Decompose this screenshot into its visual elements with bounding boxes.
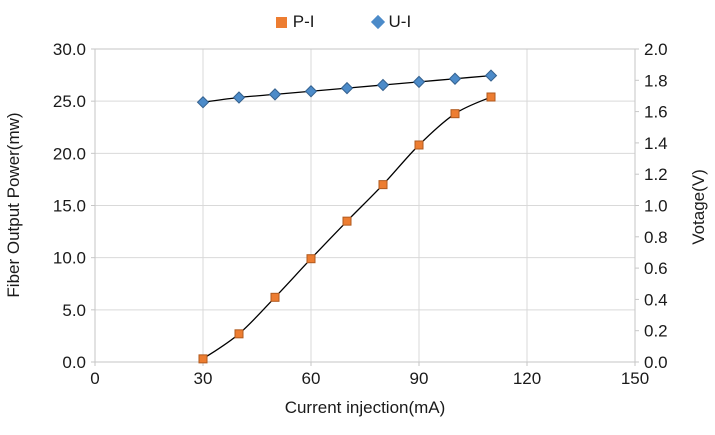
x-tick-label: 90 xyxy=(410,369,429,388)
x-tick-label: 30 xyxy=(194,369,213,388)
y-left-tick-label: 0.0 xyxy=(62,353,86,372)
x-axis-title: Current injection(mA) xyxy=(284,398,446,417)
data-point-diamond xyxy=(268,88,282,101)
data-point-square xyxy=(306,254,316,264)
y-right-axis-title: Votage(V) xyxy=(689,169,708,245)
y-left-tick-label: 10.0 xyxy=(53,249,86,268)
legend-item-u-i: U-I xyxy=(370,12,412,32)
y-right-tick-label: 1.6 xyxy=(644,103,668,122)
y-right-tick-label: 1.2 xyxy=(644,165,668,184)
y-left-tick-label: 5.0 xyxy=(62,301,86,320)
y-left-tick-label: 15.0 xyxy=(53,197,86,216)
y-right-tick-label: 1.4 xyxy=(644,134,668,153)
y-left-tick-label: 25.0 xyxy=(53,92,86,111)
data-point-diamond xyxy=(232,91,246,104)
data-point-diamond xyxy=(448,72,462,85)
data-point-diamond xyxy=(484,69,498,82)
data-point-diamond xyxy=(412,75,426,89)
y-left-axis-title: Fiber Output Power(mw) xyxy=(4,112,23,298)
data-point-square xyxy=(450,109,460,119)
x-tick-label: 0 xyxy=(90,369,99,388)
data-point-square xyxy=(486,92,496,102)
y-right-tick-label: 1.8 xyxy=(644,71,668,90)
legend-item-p-i: P-I xyxy=(275,12,315,32)
data-point-diamond xyxy=(196,96,210,109)
data-point-square xyxy=(270,292,280,302)
y-right-tick-label: 0.2 xyxy=(644,322,668,341)
y-right-tick-label: 0.0 xyxy=(644,353,668,372)
p-i-square-marker-icon xyxy=(275,16,287,28)
legend: P-I U-I xyxy=(0,12,701,32)
x-tick-label: 60 xyxy=(302,369,321,388)
y-left-tick-label: 30.0 xyxy=(53,40,86,59)
data-point-diamond xyxy=(304,85,318,98)
legend-label-p-i: P-I xyxy=(292,12,315,31)
y-left-tick-label: 20.0 xyxy=(53,144,86,163)
y-right-tick-label: 1.0 xyxy=(644,197,668,216)
data-point-square xyxy=(198,354,208,364)
x-tick-label: 120 xyxy=(513,369,541,388)
data-point-square xyxy=(414,140,424,150)
data-point-square xyxy=(342,216,352,226)
y-right-tick-label: 0.4 xyxy=(644,290,668,309)
data-point-square xyxy=(378,180,388,190)
y-right-tick-label: 0.8 xyxy=(644,228,668,247)
x-tick-label: 150 xyxy=(621,369,649,388)
legend-label-u-i: U-I xyxy=(388,12,412,31)
data-point-diamond xyxy=(376,78,390,92)
y-right-tick-label: 2.0 xyxy=(644,40,668,59)
data-point-diamond xyxy=(340,81,354,95)
y-right-tick-label: 0.6 xyxy=(644,259,668,278)
series-line-p-i xyxy=(202,96,492,360)
data-point-square xyxy=(234,329,244,339)
